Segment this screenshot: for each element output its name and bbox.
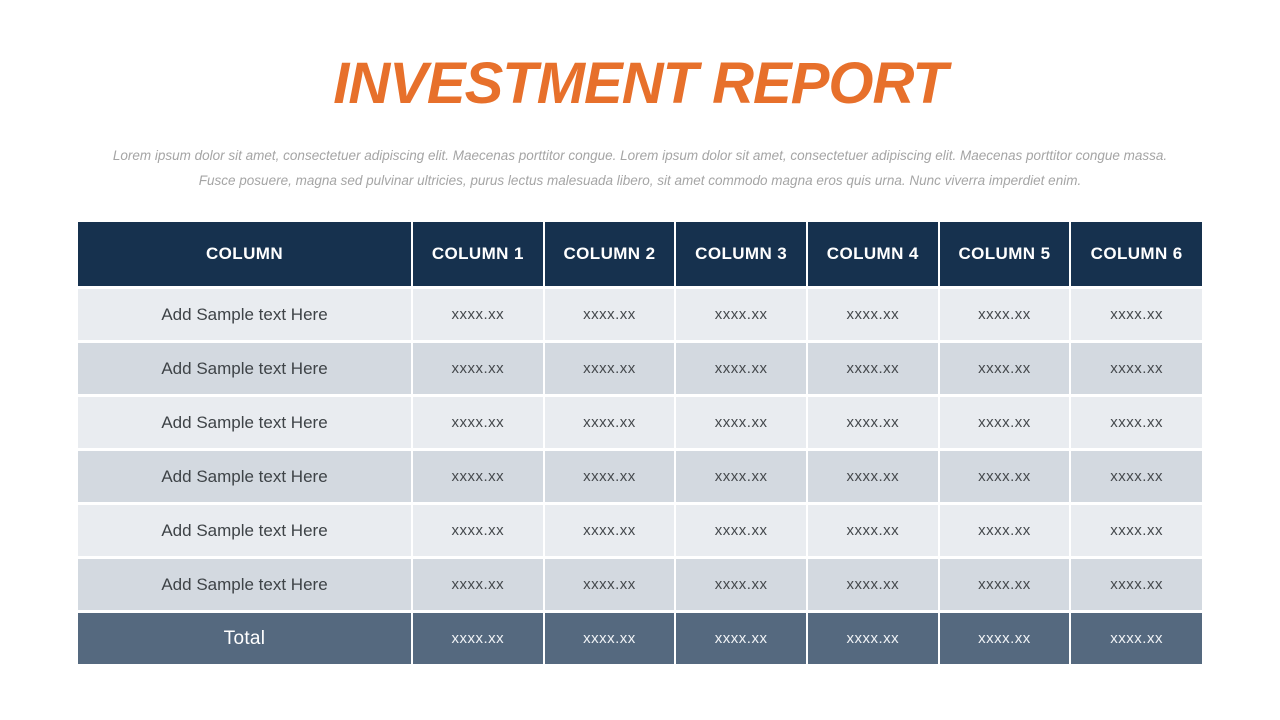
value-cell: xxxx.xx (542, 340, 676, 396)
header-cell: COLUMN 2 (542, 222, 676, 288)
value-cell: xxxx.xx (674, 286, 807, 342)
header-cell: COLUMN 4 (805, 222, 939, 288)
value-cell: xxxx.xx (1069, 286, 1202, 342)
value-cell: xxxx.xx (411, 502, 544, 558)
header-cell: COLUMN 5 (937, 222, 1071, 288)
value-cell: xxxx.xx (1069, 340, 1202, 396)
value-cell: xxxx.xx (1069, 502, 1202, 558)
total-value-cell: xxxx.xx (937, 610, 1071, 664)
total-value-cell: xxxx.xx (674, 610, 807, 664)
row-label-cell: Add Sample text Here (78, 340, 412, 396)
value-cell: xxxx.xx (937, 394, 1071, 450)
total-value-cell: xxxx.xx (411, 610, 544, 664)
value-cell: xxxx.xx (411, 394, 544, 450)
value-cell: xxxx.xx (937, 286, 1071, 342)
page-title: INVESTMENT REPORT (333, 51, 948, 116)
value-cell: xxxx.xx (805, 556, 939, 612)
table-row: Add Sample text Here xxxx.xx xxxx.xx xxxx.x… (78, 502, 1202, 558)
value-cell: xxxx.xx (674, 340, 807, 396)
subtitle-line-2: Fusce posuere, magna sed pulvinar ultric… (198, 173, 1082, 188)
table-row: Add Sample text Here xxxx.xx xxxx.xx xxxx.x… (78, 448, 1202, 504)
subtitle: Lorem ipsum dolor sit amet, consectetuer… (30, 143, 1250, 193)
investment-table: COLUMN COLUMN 1 COLUMN 2 COLUMN 3 COLUMN 4 CO… (78, 222, 1202, 664)
header-row: COLUMN COLUMN 1 COLUMN 2 COLUMN 3 COLUMN 4 CO… (78, 222, 1202, 288)
table-row: Add Sample text Here xxxx.xx xxxx.xx xxxx.x… (78, 394, 1202, 450)
value-cell: xxxx.xx (1069, 448, 1202, 504)
total-row: Total xxxx.xx xxxx.xx xxxx.xx xxxx.xx xxxx.xx… (78, 610, 1202, 664)
subtitle-line-1: Lorem ipsum dolor sit amet, consectetuer… (112, 148, 1168, 163)
value-cell: xxxx.xx (411, 448, 544, 504)
value-cell: xxxx.xx (937, 556, 1071, 612)
total-label-cell: Total (78, 610, 412, 664)
value-cell: xxxx.xx (805, 448, 939, 504)
row-label-cell: Add Sample text Here (78, 286, 412, 342)
table-row: Add Sample text Here xxxx.xx xxxx.xx xxxx.x… (78, 286, 1202, 342)
total-value-cell: xxxx.xx (805, 610, 939, 664)
value-cell: xxxx.xx (805, 394, 939, 450)
value-cell: xxxx.xx (674, 394, 807, 450)
row-label-cell: Add Sample text Here (78, 556, 412, 612)
value-cell: xxxx.xx (411, 556, 544, 612)
value-cell: xxxx.xx (542, 286, 676, 342)
value-cell: xxxx.xx (674, 448, 807, 504)
header-cell: COLUMN 6 (1069, 222, 1202, 288)
table-body: Add Sample text Here xxxx.xx xxxx.xx xxxx.x… (78, 286, 1202, 664)
value-cell: xxxx.xx (542, 448, 676, 504)
value-cell: xxxx.xx (1069, 556, 1202, 612)
value-cell: xxxx.xx (805, 502, 939, 558)
value-cell: xxxx.xx (674, 556, 807, 612)
table-row: Add Sample text Here xxxx.xx xxxx.xx xxxx.x… (78, 340, 1202, 396)
value-cell: xxxx.xx (1069, 394, 1202, 450)
value-cell: xxxx.xx (411, 340, 544, 396)
table-row: Add Sample text Here xxxx.xx xxxx.xx xxxx.x… (78, 556, 1202, 612)
value-cell: xxxx.xx (674, 502, 807, 558)
row-label-cell: Add Sample text Here (78, 448, 412, 504)
total-value-cell: xxxx.xx (542, 610, 676, 664)
value-cell: xxxx.xx (937, 502, 1071, 558)
value-cell: xxxx.xx (411, 286, 544, 342)
value-cell: xxxx.xx (542, 556, 676, 612)
row-label-cell: Add Sample text Here (78, 502, 412, 558)
value-cell: xxxx.xx (937, 448, 1071, 504)
value-cell: xxxx.xx (542, 502, 676, 558)
value-cell: xxxx.xx (805, 286, 939, 342)
total-value-cell: xxxx.xx (1069, 610, 1202, 664)
value-cell: xxxx.xx (542, 394, 676, 450)
header-cell: COLUMN 3 (674, 222, 807, 288)
data-table: COLUMN COLUMN 1 COLUMN 2 COLUMN 3 COLUMN 4 CO… (78, 222, 1202, 664)
row-label-cell: Add Sample text Here (78, 394, 412, 450)
value-cell: xxxx.xx (937, 340, 1071, 396)
header-cell: COLUMN 1 (411, 222, 544, 288)
value-cell: xxxx.xx (805, 340, 939, 396)
header-cell: COLUMN (78, 222, 412, 288)
